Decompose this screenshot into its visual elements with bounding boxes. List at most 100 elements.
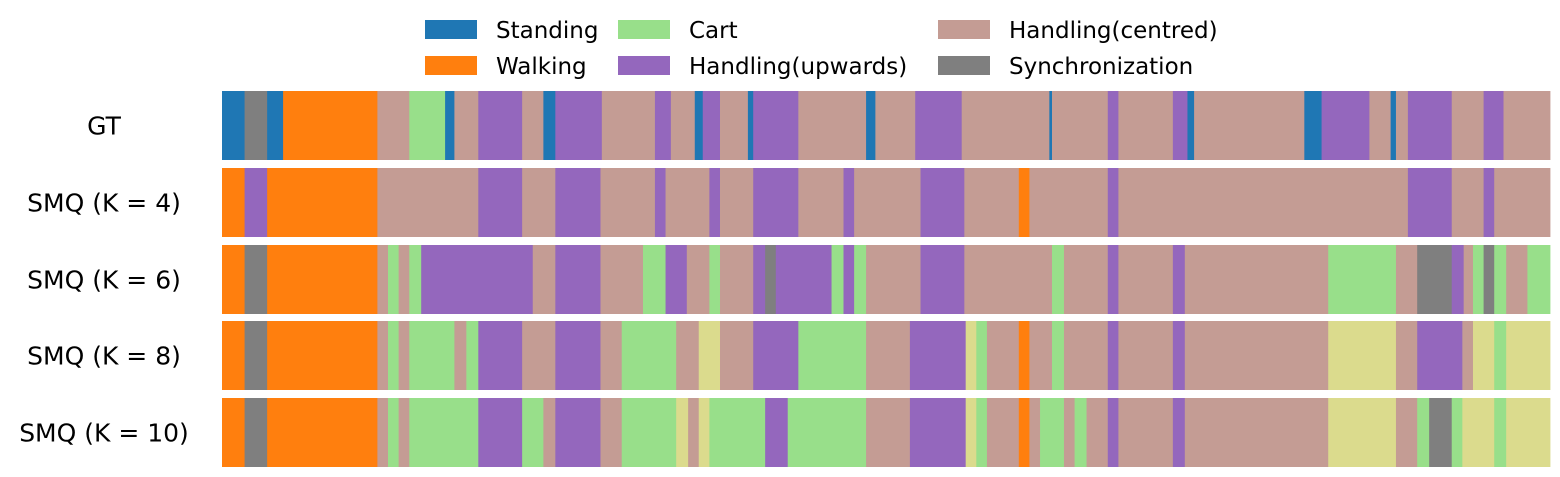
strips: GT SMQ (K = 4) SMQ (K = 6) SMQ (K = 8) SMQ (… (19, 91, 1551, 467)
segment-walking (267, 168, 378, 237)
segment-walking (283, 91, 378, 160)
segment-handling_centred (676, 321, 700, 390)
segment-standing (1187, 91, 1195, 160)
segment-handling_centred (1462, 321, 1474, 390)
segment-walking (1018, 321, 1030, 390)
segment-handling_centred (377, 168, 479, 237)
segment-standing (222, 91, 245, 160)
segment-walking (222, 168, 245, 237)
segment-cart (976, 321, 988, 390)
segment-walking (267, 245, 378, 314)
legend-swatch-walking (425, 56, 477, 75)
segment-handling_up (1172, 398, 1186, 467)
segment-cart (621, 398, 677, 467)
segment-cluster_extra (698, 321, 721, 390)
segment-cluster_extra (965, 398, 977, 467)
segment-cart (1494, 245, 1507, 314)
segment-standing (866, 91, 876, 160)
segment-cart (409, 91, 446, 160)
segment-handling_centred (377, 245, 389, 314)
segment-cart (642, 245, 666, 314)
strip-row-2: SMQ (K = 6) (27, 245, 1551, 314)
legend-label-walking: Walking (496, 54, 587, 80)
segment-cluster_extra (676, 398, 689, 467)
segment-handling_centred (688, 398, 700, 467)
segment-standing (1049, 91, 1053, 160)
segment-handling_up (555, 91, 603, 160)
segment-handling_up (244, 168, 268, 237)
segment-handling_centred (1029, 168, 1109, 237)
segment-walking (267, 321, 378, 390)
segment-handling_centred (1194, 91, 1305, 160)
segment-handling_up (654, 91, 672, 160)
row-label: SMQ (K = 8) (27, 342, 181, 371)
segment-sync (244, 398, 268, 467)
segment-handling_centred (600, 245, 644, 314)
segment-standing (267, 91, 284, 160)
legend-swatch-standing (425, 20, 477, 39)
segment-handling_up (1321, 91, 1370, 160)
segment-standing (445, 91, 455, 160)
segment-handling_centred (1451, 91, 1484, 160)
segment-handling_centred (720, 321, 754, 390)
segment-handling_centred (1494, 168, 1551, 237)
segment-walking (1018, 168, 1030, 237)
strip-row-0: GT (87, 91, 1551, 160)
strip-row-1: SMQ (K = 4) (27, 168, 1551, 237)
segment-cart (1451, 398, 1463, 467)
segment-standing (543, 91, 556, 160)
segment-walking (222, 321, 245, 390)
segment-cart (466, 321, 479, 390)
segment-sync (244, 321, 268, 390)
segment-handling_up (654, 168, 666, 237)
legend-label-cart: Cart (689, 18, 738, 44)
segment-handling_centred (601, 91, 656, 160)
segment-handling_up (843, 245, 855, 314)
segment-cart (409, 321, 455, 390)
legend-label-handling_centred: Handling(centred) (1009, 18, 1218, 44)
segment-cart (798, 321, 867, 390)
segment-handling_up (920, 168, 965, 237)
segment-handling_up (1407, 168, 1453, 237)
segment-handling_up (555, 321, 601, 390)
segment-cart (787, 398, 867, 467)
segment-cart (1494, 321, 1507, 390)
segment-cluster_extra (1328, 321, 1397, 390)
segment-standing (1390, 91, 1397, 160)
segment-handling_up (665, 245, 688, 314)
segment-cart (388, 245, 400, 314)
row-label: GT (87, 112, 121, 141)
segment-handling_up (1172, 91, 1188, 160)
segment-cluster_extra (1328, 398, 1397, 467)
segment-cluster_extra (1462, 398, 1495, 467)
segment-cart (1052, 245, 1065, 314)
segment-cart (388, 321, 400, 390)
segment-handling_centred (532, 245, 556, 314)
segment-handling_centred (454, 91, 479, 160)
segment-handling_up (843, 168, 855, 237)
segment-handling_centred (1118, 168, 1409, 237)
legend: Standing Walking Cart Handling(upwards) Hand… (425, 18, 1218, 80)
segment-cluster_extra (1472, 321, 1495, 390)
strip-row-3: SMQ (K = 8) (27, 321, 1551, 390)
segment-handling_centred (1395, 245, 1418, 314)
segment-cart (388, 398, 400, 467)
segment-handling_centred (1503, 91, 1551, 160)
segment-handling_centred (377, 398, 389, 467)
segment-handling_centred (1451, 168, 1484, 237)
segment-cart (1472, 245, 1484, 314)
segment-handling_up (1172, 321, 1186, 390)
segment-handling_up (1172, 245, 1186, 314)
segment-handling_up (920, 245, 965, 314)
segment-handling_up (753, 321, 799, 390)
segment-handling_centred (600, 398, 623, 467)
segment-standing (747, 91, 754, 160)
segment-cart (1074, 398, 1087, 467)
segment-handling_up (478, 168, 523, 237)
segment-handling_centred (964, 245, 1053, 314)
segment-handling_centred (377, 321, 389, 390)
segment-handling_centred (866, 245, 921, 314)
segment-cluster_extra (965, 321, 977, 390)
segment-handling_centred (1063, 245, 1109, 314)
